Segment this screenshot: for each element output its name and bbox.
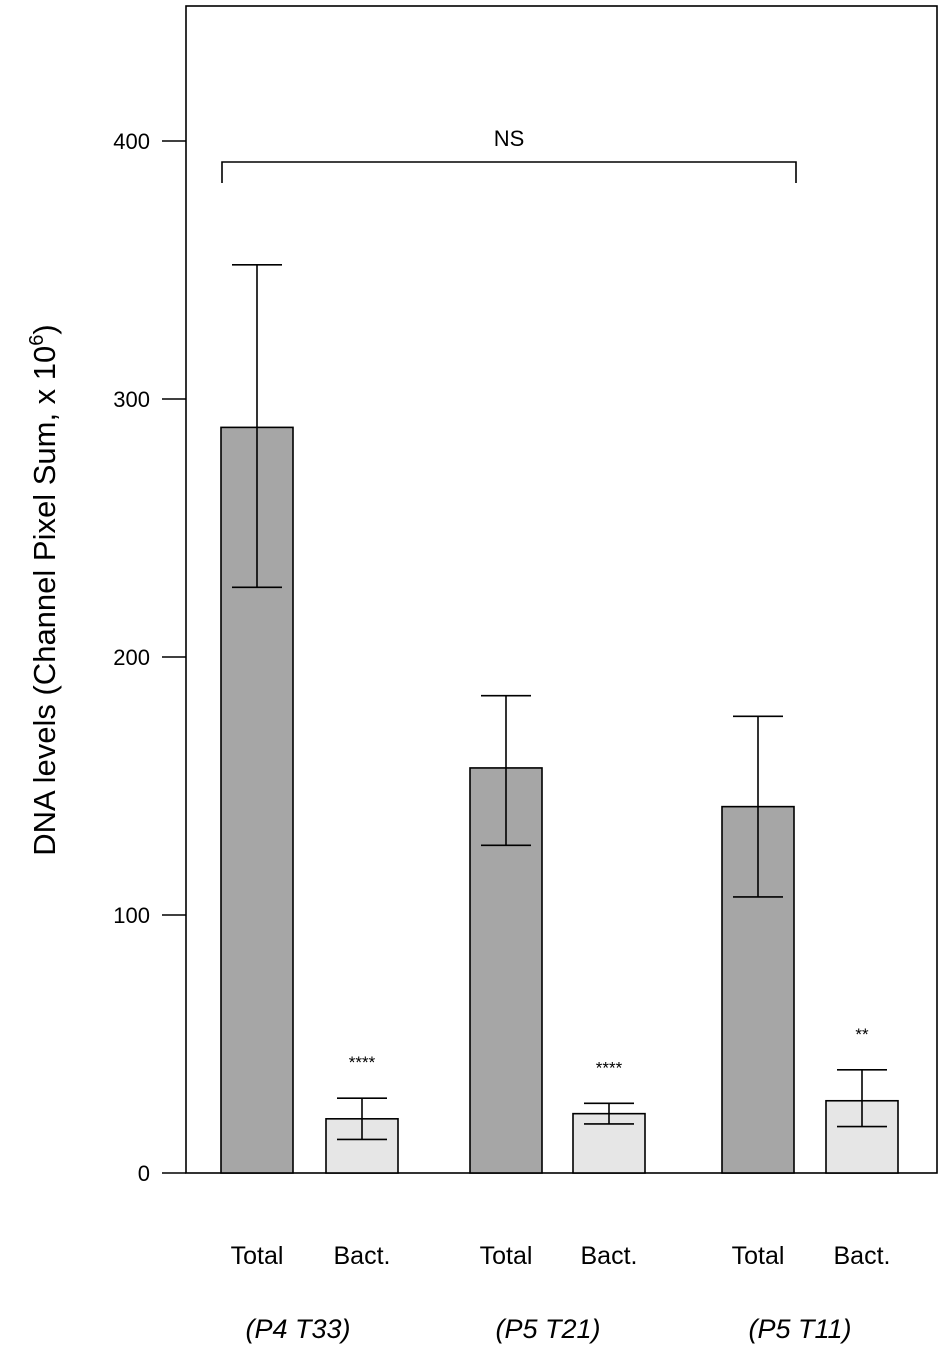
y-axis-title-main: DNA levels (Channel Pixel Sum, x 10 bbox=[27, 346, 62, 856]
y-axis-title: DNA levels (Channel Pixel Sum, x 106) bbox=[26, 324, 62, 855]
significance-mark: ** bbox=[855, 1025, 869, 1044]
y-tick-label: 100 bbox=[113, 903, 150, 928]
error-bar bbox=[584, 1102, 634, 1125]
category-label: Total bbox=[732, 1242, 785, 1270]
category-label: Bact. bbox=[834, 1242, 891, 1270]
significance-mark: **** bbox=[349, 1053, 376, 1072]
category-label: Total bbox=[231, 1242, 284, 1270]
y-tick-label: 300 bbox=[113, 387, 150, 412]
y-axis: 0 100 200 300 400 bbox=[113, 129, 186, 1186]
error-bar bbox=[232, 264, 282, 589]
significance-mark: **** bbox=[596, 1058, 623, 1077]
bracket-line bbox=[221, 161, 797, 183]
group-label: (P5 T11) bbox=[748, 1314, 851, 1344]
group-label: (P4 T33) bbox=[245, 1314, 350, 1344]
category-label: Total bbox=[480, 1242, 533, 1270]
error-bar bbox=[733, 715, 783, 898]
plot-frame bbox=[185, 5, 938, 1174]
significance-marks: **** ****** bbox=[349, 1025, 869, 1078]
bar bbox=[325, 1118, 399, 1174]
group-label: (P5 T21) bbox=[495, 1314, 600, 1344]
y-axis-title-end: ) bbox=[27, 324, 62, 334]
bracket-label: NS bbox=[494, 126, 525, 151]
error-bar bbox=[481, 694, 531, 847]
category-label: Bact. bbox=[334, 1242, 391, 1270]
category-label: Bact. bbox=[581, 1242, 638, 1270]
y-tick-label: 200 bbox=[113, 645, 150, 670]
error-bars bbox=[232, 264, 887, 1141]
error-bar bbox=[337, 1097, 387, 1141]
y-axis-title-exponent: 6 bbox=[26, 335, 48, 346]
y-tick-label: 400 bbox=[113, 129, 150, 154]
category-labels: Total Bact. Total Bact. Total Bact. bbox=[231, 1242, 891, 1270]
y-tick-label: 0 bbox=[138, 1161, 150, 1186]
group-labels: (P4 T33) (P5 T21) (P5 T11) bbox=[245, 1314, 851, 1344]
error-bar bbox=[837, 1069, 887, 1128]
ns-bracket: NS bbox=[221, 126, 797, 183]
bars bbox=[220, 426, 899, 1174]
